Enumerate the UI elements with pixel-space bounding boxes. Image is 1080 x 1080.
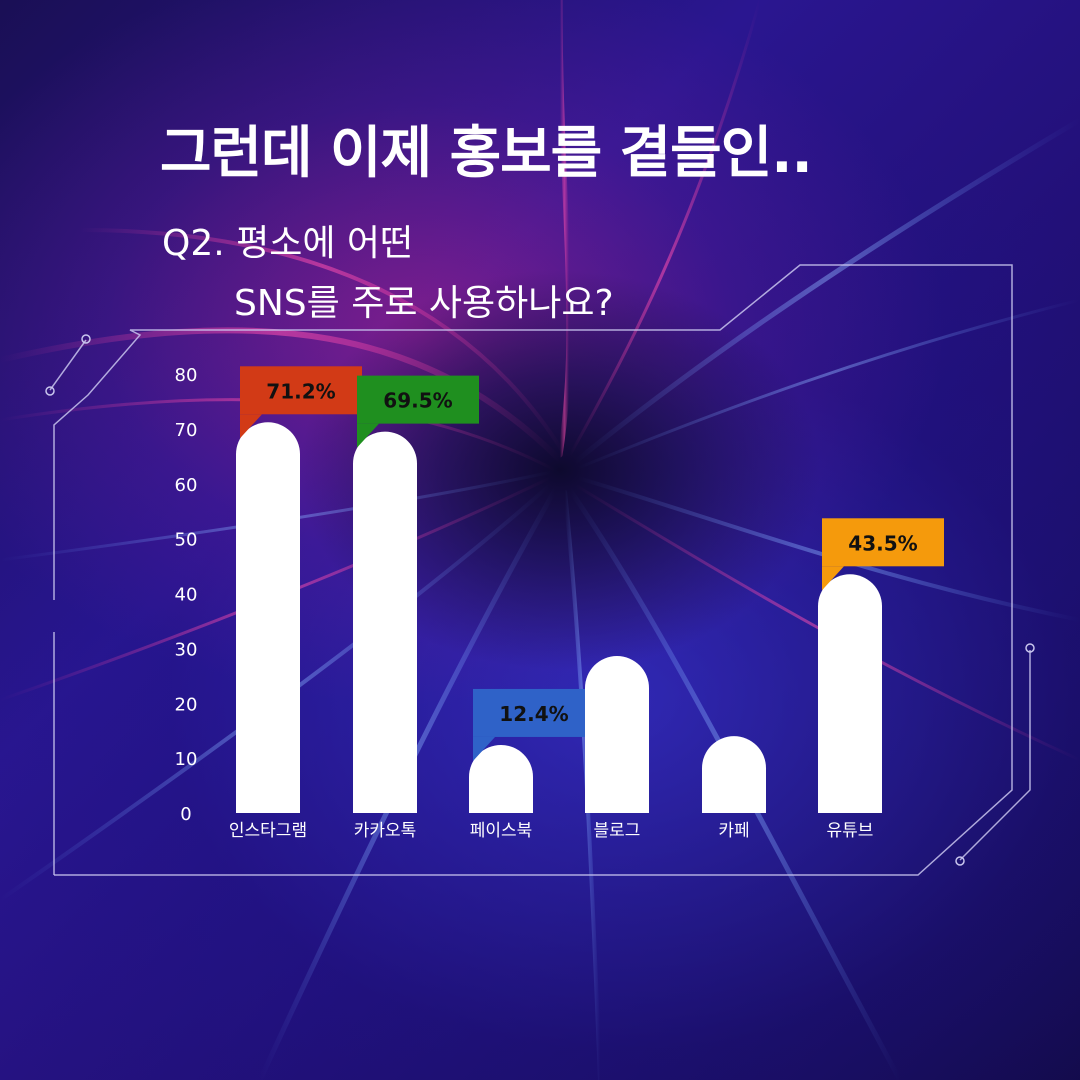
data-label-box bbox=[240, 366, 362, 415]
data-label-pointer bbox=[822, 566, 844, 591]
bar-6 bbox=[818, 574, 882, 813]
bar-2 bbox=[353, 431, 417, 813]
x-tick-label: 유튜브 bbox=[827, 821, 874, 841]
bar-3 bbox=[469, 744, 533, 813]
x-tick-label: 인스타그램 bbox=[229, 821, 307, 841]
data-label: 12.4% bbox=[499, 702, 568, 726]
y-tick-label: 60 bbox=[175, 475, 198, 496]
data-label-box bbox=[473, 688, 595, 737]
question-line-1: Q2. 평소에 어떤 bbox=[162, 223, 414, 264]
y-tick-label: 80 bbox=[175, 365, 198, 386]
x-tick-label: 카카오톡 bbox=[354, 821, 417, 841]
y-tick-label: 50 bbox=[175, 530, 198, 551]
y-tick-label: 40 bbox=[175, 585, 198, 606]
x-tick-label: 페이스북 bbox=[470, 821, 533, 841]
y-tick-label: 30 bbox=[175, 639, 198, 660]
page-title: 그런데 이제 홍보를 곁들인.. bbox=[160, 121, 813, 186]
data-label-pointer bbox=[473, 736, 495, 761]
bar-1 bbox=[236, 422, 300, 813]
data-label-pointer bbox=[240, 414, 262, 439]
bar-4 bbox=[585, 656, 649, 813]
bar-5 bbox=[702, 736, 766, 813]
y-tick-label: 10 bbox=[175, 749, 198, 770]
data-label: 43.5% bbox=[848, 531, 917, 555]
x-tick-label: 블로그 bbox=[594, 821, 641, 841]
data-label-box bbox=[357, 375, 479, 424]
x-tick-label: 카페 bbox=[718, 821, 749, 841]
data-label: 69.5% bbox=[383, 389, 452, 413]
data-label-box bbox=[822, 518, 944, 567]
data-label-pointer bbox=[357, 423, 379, 448]
y-tick-label: 0 bbox=[180, 804, 191, 825]
question-line-2: SNS를 주로 사용하나요? bbox=[234, 283, 614, 324]
y-tick-label: 70 bbox=[175, 420, 198, 441]
y-tick-label: 20 bbox=[175, 694, 198, 715]
data-label: 71.2% bbox=[266, 379, 335, 403]
